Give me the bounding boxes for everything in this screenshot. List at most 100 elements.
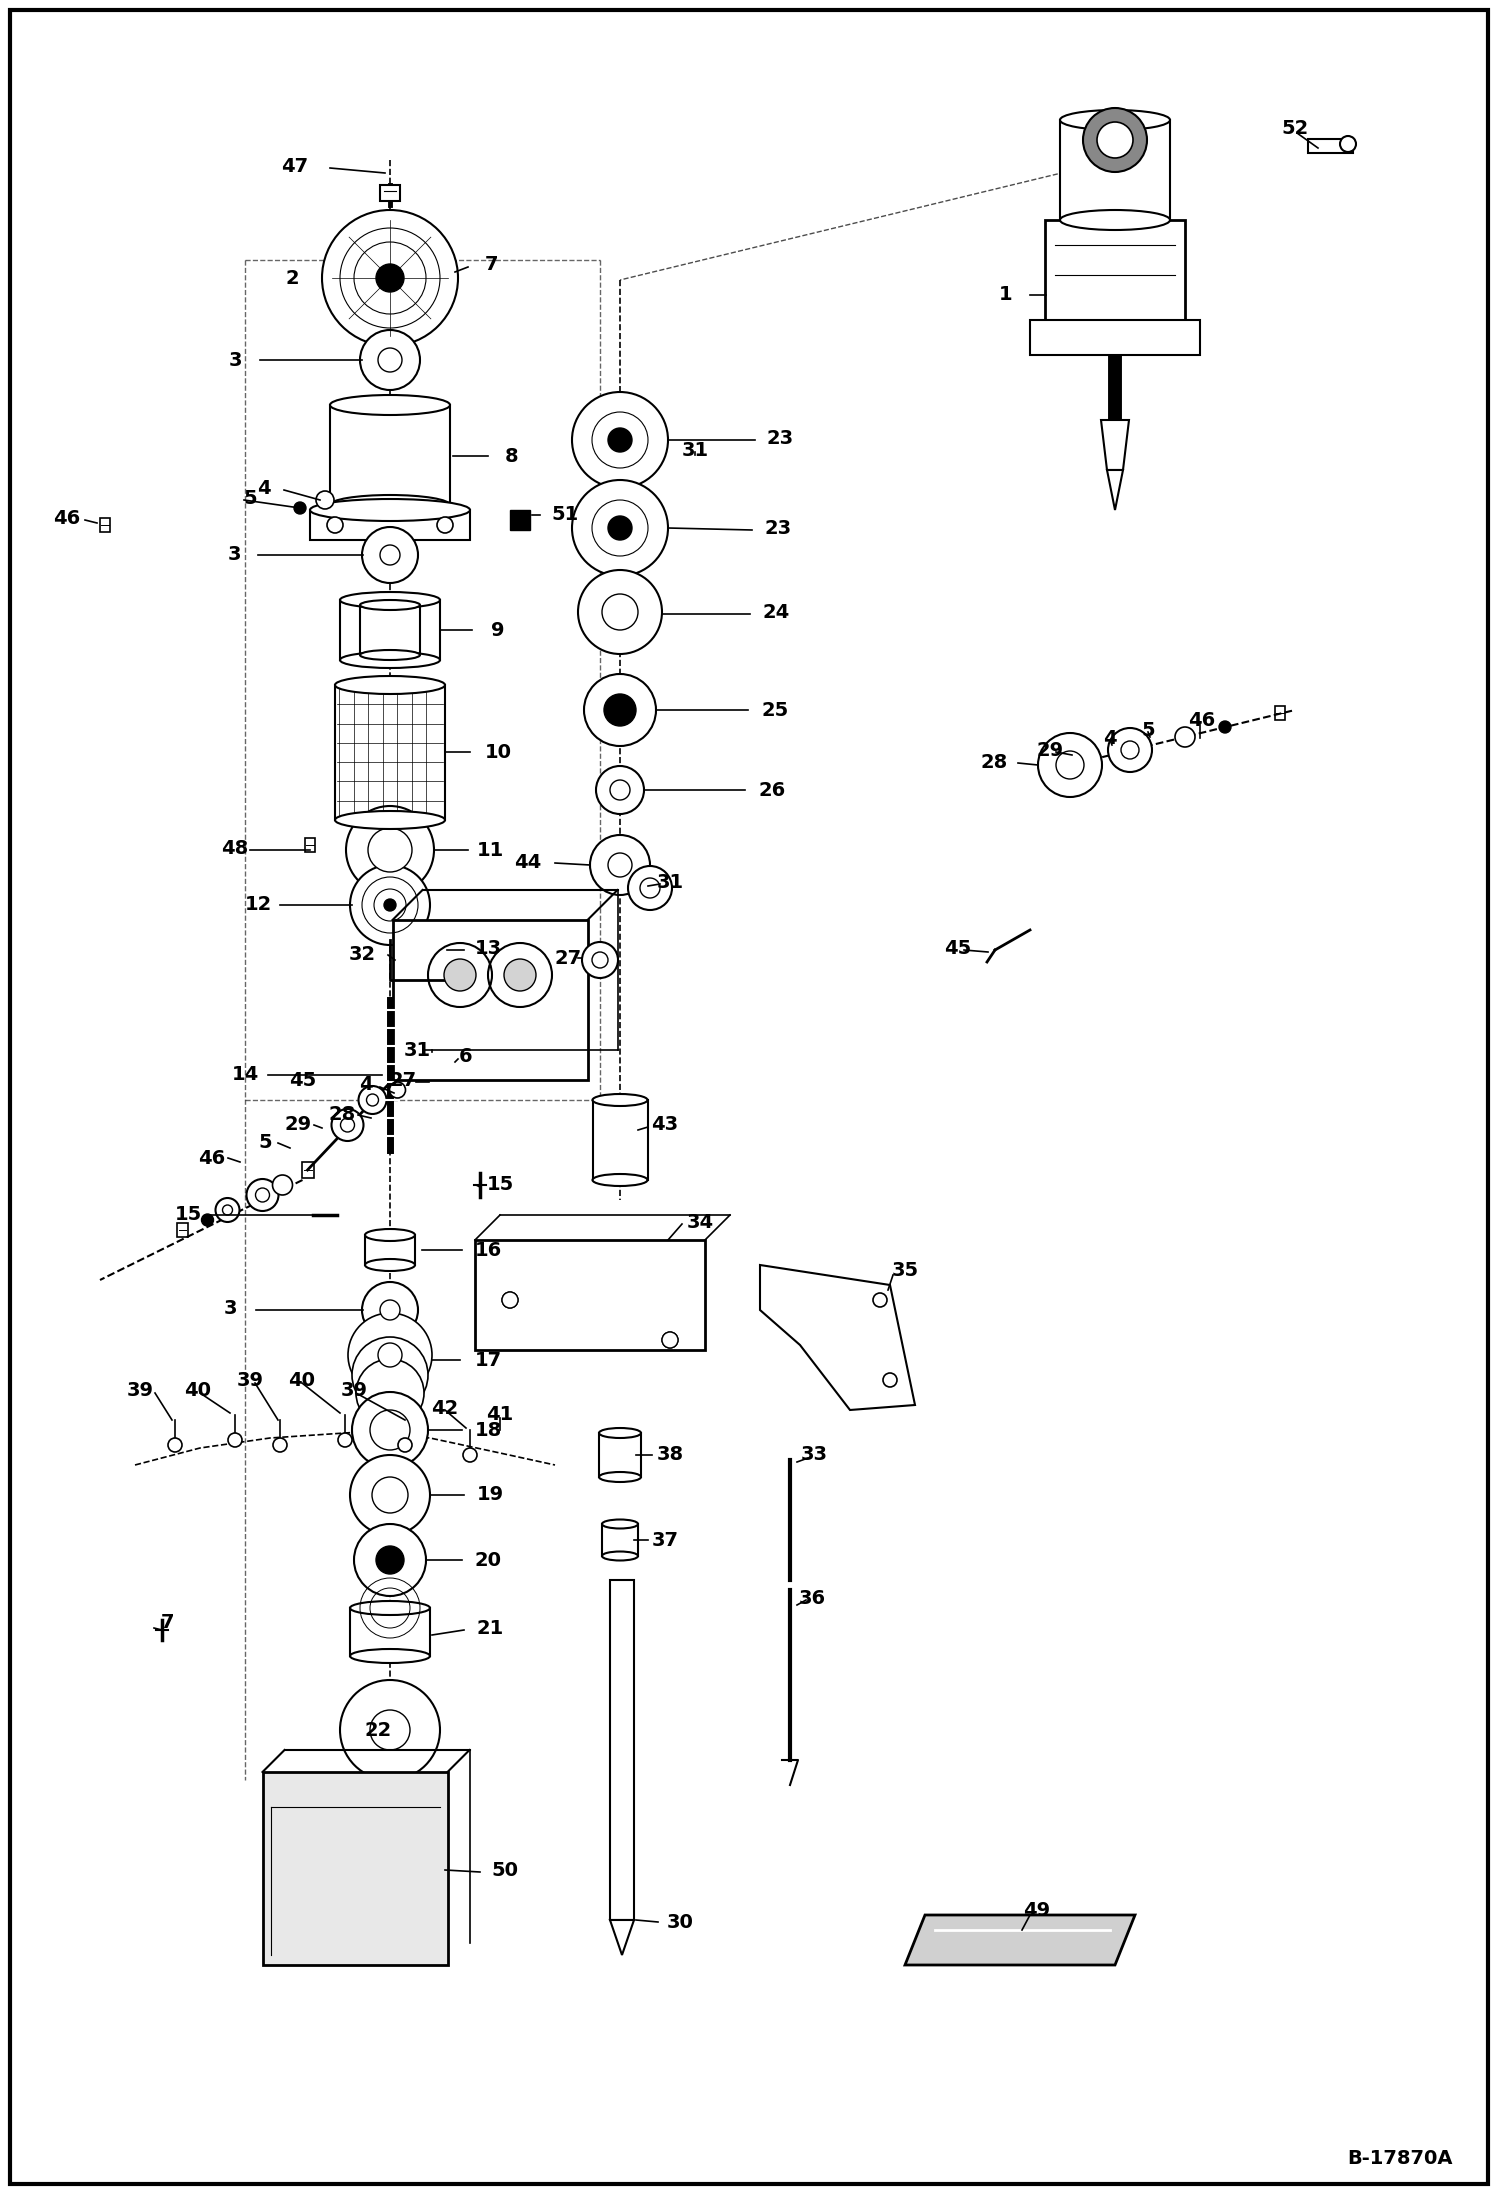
Circle shape <box>608 853 632 878</box>
Polygon shape <box>610 1920 634 1955</box>
Circle shape <box>273 1437 288 1452</box>
Circle shape <box>640 878 661 897</box>
Circle shape <box>1174 726 1195 746</box>
Text: 39: 39 <box>126 1380 153 1400</box>
Ellipse shape <box>1061 211 1170 230</box>
Ellipse shape <box>336 676 445 693</box>
Text: 3: 3 <box>223 1299 237 1319</box>
Text: 40: 40 <box>289 1371 316 1389</box>
Circle shape <box>363 527 418 584</box>
Bar <box>1275 706 1285 720</box>
Text: 31: 31 <box>403 1040 430 1060</box>
Text: 7: 7 <box>162 1613 175 1632</box>
Text: 4: 4 <box>1103 728 1118 748</box>
Bar <box>177 1222 187 1237</box>
Circle shape <box>437 518 452 533</box>
Circle shape <box>602 595 638 630</box>
Text: 43: 43 <box>652 1115 679 1134</box>
Ellipse shape <box>330 395 449 415</box>
Circle shape <box>322 211 458 347</box>
Bar <box>602 1525 638 1556</box>
Text: 32: 32 <box>349 946 376 965</box>
Bar <box>336 685 445 821</box>
Circle shape <box>370 1709 410 1751</box>
Text: 31: 31 <box>656 873 683 891</box>
Ellipse shape <box>366 1229 415 1242</box>
Circle shape <box>216 1198 240 1222</box>
Text: 45: 45 <box>289 1071 316 1090</box>
Bar <box>593 1099 647 1180</box>
Bar <box>392 919 587 1079</box>
Circle shape <box>352 1336 428 1413</box>
Circle shape <box>578 570 662 654</box>
Ellipse shape <box>351 1602 430 1615</box>
Text: 23: 23 <box>767 428 794 448</box>
Text: 4: 4 <box>360 1075 373 1095</box>
Circle shape <box>882 1373 897 1387</box>
Text: 23: 23 <box>764 518 791 538</box>
Text: 16: 16 <box>475 1240 502 1259</box>
Circle shape <box>1121 742 1138 759</box>
Text: 28: 28 <box>980 753 1008 772</box>
Text: 35: 35 <box>891 1262 918 1279</box>
Text: 26: 26 <box>758 781 785 799</box>
Circle shape <box>256 1187 270 1202</box>
Text: 46: 46 <box>54 509 81 527</box>
Bar <box>1046 219 1185 320</box>
Text: 15: 15 <box>487 1176 514 1194</box>
Bar <box>351 1608 430 1656</box>
Polygon shape <box>905 1915 1135 1966</box>
Text: 8: 8 <box>505 448 518 465</box>
Text: 14: 14 <box>231 1066 259 1084</box>
Ellipse shape <box>599 1472 641 1481</box>
Text: 10: 10 <box>484 742 511 761</box>
Bar <box>340 599 440 660</box>
Circle shape <box>346 805 434 893</box>
Circle shape <box>372 1477 407 1514</box>
Ellipse shape <box>360 649 419 660</box>
Circle shape <box>294 502 306 513</box>
Text: 15: 15 <box>174 1205 202 1224</box>
Ellipse shape <box>593 1095 647 1106</box>
Circle shape <box>354 1525 425 1595</box>
Bar <box>310 509 470 540</box>
Circle shape <box>398 1437 412 1452</box>
Circle shape <box>380 1301 400 1321</box>
Circle shape <box>389 1082 406 1097</box>
Text: 47: 47 <box>282 156 309 176</box>
Ellipse shape <box>336 812 445 829</box>
Text: 28: 28 <box>328 1106 355 1126</box>
Circle shape <box>662 1332 679 1347</box>
Ellipse shape <box>340 652 440 667</box>
Text: 46: 46 <box>1188 711 1215 728</box>
Circle shape <box>590 836 650 895</box>
Text: 12: 12 <box>244 895 271 915</box>
Text: 39: 39 <box>340 1380 367 1400</box>
Text: 4: 4 <box>258 478 271 498</box>
Bar <box>262 1773 448 1966</box>
Circle shape <box>583 941 619 979</box>
Text: 2: 2 <box>285 268 298 287</box>
Circle shape <box>376 263 404 292</box>
Text: 27: 27 <box>554 948 581 968</box>
Text: 37: 37 <box>652 1531 679 1549</box>
Ellipse shape <box>602 1551 638 1560</box>
Text: 1: 1 <box>999 285 1013 305</box>
Text: 45: 45 <box>944 939 972 957</box>
Polygon shape <box>1107 470 1124 509</box>
Circle shape <box>572 393 668 487</box>
Circle shape <box>351 864 430 946</box>
Circle shape <box>1083 108 1147 171</box>
Circle shape <box>604 693 637 726</box>
Circle shape <box>608 428 632 452</box>
Ellipse shape <box>351 1650 430 1663</box>
Circle shape <box>340 1119 355 1132</box>
Ellipse shape <box>310 498 470 520</box>
Circle shape <box>228 1433 243 1448</box>
Bar <box>99 518 111 533</box>
Circle shape <box>202 1213 214 1226</box>
Ellipse shape <box>340 592 440 608</box>
Text: 50: 50 <box>491 1861 518 1880</box>
Circle shape <box>273 1176 292 1196</box>
Circle shape <box>628 867 673 911</box>
